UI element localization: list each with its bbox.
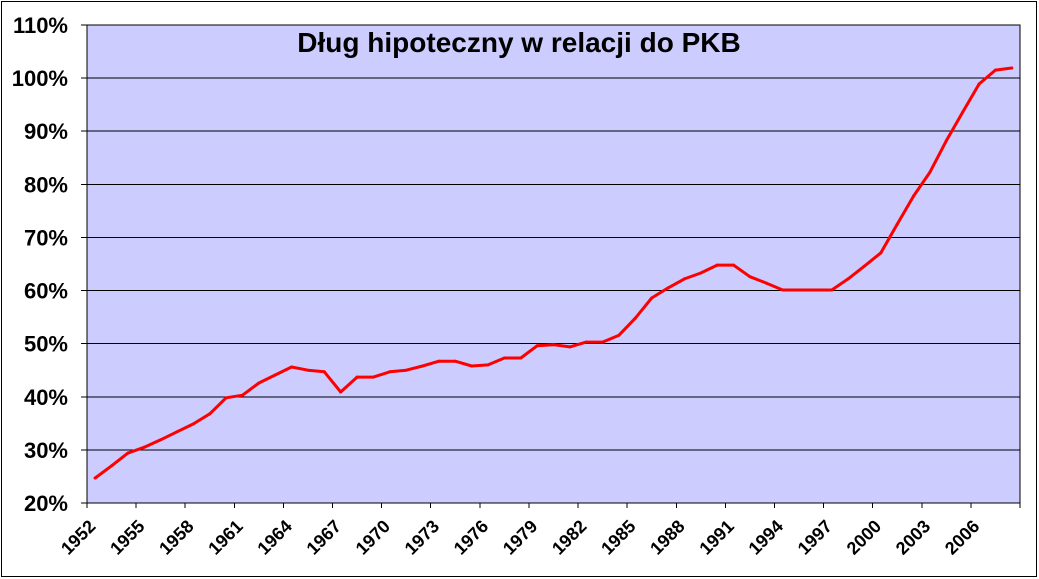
data-point-1967 — [339, 390, 343, 394]
y-tick-label-20: 20% — [24, 491, 68, 516]
data-point-1956 — [159, 438, 163, 442]
data-point-1970 — [388, 370, 392, 374]
data-point-1954 — [126, 451, 130, 455]
y-tick-label-90: 90% — [24, 119, 68, 144]
data-point-1995 — [797, 288, 801, 292]
data-point-1959 — [208, 412, 212, 416]
y-tick-label-60: 60% — [24, 279, 68, 304]
data-point-1952 — [93, 476, 97, 480]
y-tick-label-70: 70% — [24, 225, 68, 250]
data-point-1994 — [781, 288, 785, 292]
data-point-1997 — [830, 288, 834, 292]
data-point-1999 — [863, 264, 866, 268]
data-point-1975 — [470, 364, 474, 368]
data-point-2006 — [977, 82, 981, 86]
data-point-1961 — [241, 393, 244, 397]
y-tick-label-100: 100% — [12, 66, 68, 91]
data-point-1990 — [715, 263, 719, 267]
data-point-1983 — [601, 340, 605, 344]
data-point-1979 — [535, 344, 539, 348]
y-tick-label-30: 30% — [24, 438, 68, 463]
data-point-1980 — [552, 343, 555, 347]
y-axis-ticks: 20% 30% 40% 50% 60% 70% 80% 90% 100% 110% — [12, 13, 87, 516]
data-point-1988 — [682, 277, 686, 281]
data-point-1953 — [110, 464, 114, 468]
data-point-2007 — [993, 68, 997, 72]
data-point-1971 — [404, 368, 408, 372]
data-point-1963 — [273, 373, 277, 377]
data-point-1993 — [764, 281, 768, 285]
data-point-1966 — [322, 370, 326, 374]
data-point-1987 — [666, 286, 670, 290]
data-point-1996 — [813, 288, 817, 292]
data-point-1986 — [650, 296, 654, 300]
data-point-1969 — [371, 375, 375, 379]
data-point-1989 — [699, 271, 703, 275]
data-point-1962 — [257, 381, 261, 385]
y-tick-label-80: 80% — [24, 172, 68, 197]
data-point-1984 — [617, 333, 621, 337]
data-point-2003 — [928, 170, 932, 174]
data-point-2005 — [961, 110, 965, 114]
data-point-1982 — [584, 340, 588, 344]
chart-title: Dług hipoteczny w relacji do PKB — [297, 27, 740, 58]
y-tick-label-50: 50% — [24, 332, 68, 357]
data-point-1998 — [846, 277, 850, 281]
data-point-1992 — [748, 275, 752, 279]
data-point-1991 — [732, 263, 736, 267]
series-group — [93, 66, 1014, 480]
data-point-1972 — [421, 364, 425, 368]
axes — [86, 25, 1020, 504]
data-point-1973 — [437, 359, 441, 363]
data-point-2002 — [912, 194, 916, 198]
data-point-1958 — [191, 422, 195, 426]
y-tick-label-40: 40% — [24, 385, 68, 410]
data-point-1965 — [306, 368, 310, 372]
plot-area — [86, 24, 1021, 504]
data-point-2008 — [1010, 66, 1014, 70]
y-tick-label-110: 110% — [13, 13, 68, 38]
data-point-1974 — [453, 359, 457, 363]
data-point-1985 — [633, 316, 637, 320]
data-point-1978 — [519, 356, 523, 360]
data-point-1976 — [486, 363, 490, 367]
data-point-1960 — [224, 396, 228, 400]
data-point-1968 — [355, 375, 359, 379]
data-point-2004 — [944, 139, 948, 143]
data-point-2001 — [895, 222, 899, 226]
data-point-1981 — [568, 345, 572, 349]
data-point-1955 — [142, 445, 146, 449]
data-point-2000 — [879, 251, 883, 255]
data-point-1977 — [502, 356, 506, 360]
data-point-1957 — [175, 430, 179, 434]
data-point-1964 — [290, 365, 294, 369]
